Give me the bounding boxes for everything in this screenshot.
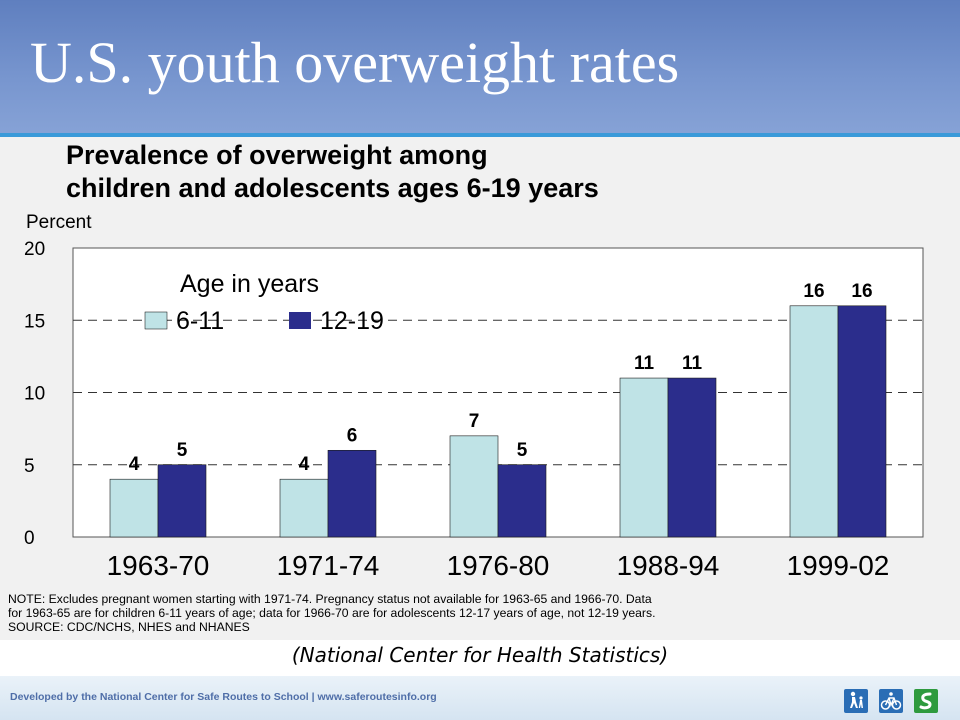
note-source: SOURCE: CDC/NCHS, NHES and NHANES xyxy=(8,620,250,634)
y-tick-label: 5 xyxy=(24,456,35,477)
legend-label-6-11: 6-11 xyxy=(176,307,224,335)
bar-12-19-1963-70 xyxy=(157,464,207,538)
header-divider xyxy=(0,133,960,137)
bar-6-11-1963-70 xyxy=(109,478,159,538)
bar-12-19-1971-74 xyxy=(327,449,377,538)
x-tick-label: 1976-80 xyxy=(447,550,550,581)
legend-swatch-6-11 xyxy=(144,311,168,330)
slide-title: U.S. youth overweight rates xyxy=(30,30,680,95)
y-tick-label: 0 xyxy=(24,528,35,549)
y-tick-label: 10 xyxy=(24,384,45,405)
y-tick-label: 20 xyxy=(24,239,45,260)
note-line-2: for 1963-65 are for children 6-11 years … xyxy=(8,606,656,620)
bar-value-label: 5 xyxy=(177,440,188,461)
bar-value-label: 11 xyxy=(682,353,703,374)
footer-bar: Developed by the National Center for Saf… xyxy=(0,676,960,720)
y-axis-label: Percent xyxy=(26,212,92,233)
bar-value-label: 11 xyxy=(634,353,655,374)
chart-notes: NOTE: Excludes pregnant women starting w… xyxy=(8,592,958,634)
x-tick-label: 1999-02 xyxy=(787,550,890,581)
x-tick-labels: 1963-70 1971-74 1976-80 1988-94 1999-02 xyxy=(107,550,890,581)
footer-credit: Developed by the National Center for Saf… xyxy=(10,691,437,703)
x-tick-label: 1963-70 xyxy=(107,550,210,581)
bar-value-label: 4 xyxy=(129,454,140,475)
slide-header xyxy=(0,0,960,133)
bar-12-19-1988-94 xyxy=(667,377,717,538)
bar-6-11-1976-80 xyxy=(449,435,499,538)
citation: (National Center for Health Statistics) xyxy=(291,643,669,667)
bar-12-19-1976-80 xyxy=(497,464,547,538)
legend-swatch-12-19 xyxy=(289,312,311,329)
bar-value-label: 7 xyxy=(469,411,480,432)
chart-title-line1: Prevalence of overweight among xyxy=(66,140,488,170)
legend-label-12-19: 12-19 xyxy=(320,307,384,335)
bar-12-19-1999-02 xyxy=(837,305,887,538)
chart-title-line2: children and adolescents ages 6-19 years xyxy=(66,173,599,203)
srts-logo-icon xyxy=(914,689,938,713)
y-tick-labels: 0 5 10 15 20 xyxy=(24,239,45,549)
bar-6-11-1988-94 xyxy=(619,377,669,538)
bar-value-label: 16 xyxy=(851,281,872,302)
legend: Age in years 6-11 12-19 xyxy=(144,270,384,335)
bar-chart: Prevalence of overweight among children … xyxy=(24,140,924,581)
x-tick-label: 1971-74 xyxy=(277,550,380,581)
bars: 4 5 4 6 7 5 11 11 16 16 xyxy=(109,281,887,538)
bicycle-icon xyxy=(879,689,903,713)
bar-6-11-1971-74 xyxy=(279,478,329,538)
bar-value-label: 5 xyxy=(517,440,528,461)
x-tick-label: 1988-94 xyxy=(617,550,720,581)
y-tick-label: 15 xyxy=(24,311,45,332)
note-line-1: NOTE: Excludes pregnant women starting w… xyxy=(8,592,652,606)
bar-value-label: 4 xyxy=(299,454,310,475)
chart-panel: Prevalence of overweight among children … xyxy=(0,137,960,640)
bar-value-label: 6 xyxy=(347,425,358,446)
bar-value-label: 16 xyxy=(803,281,824,302)
bar-6-11-1999-02 xyxy=(789,305,839,538)
walking-child-icon xyxy=(844,689,868,713)
legend-title: Age in years xyxy=(180,270,319,298)
